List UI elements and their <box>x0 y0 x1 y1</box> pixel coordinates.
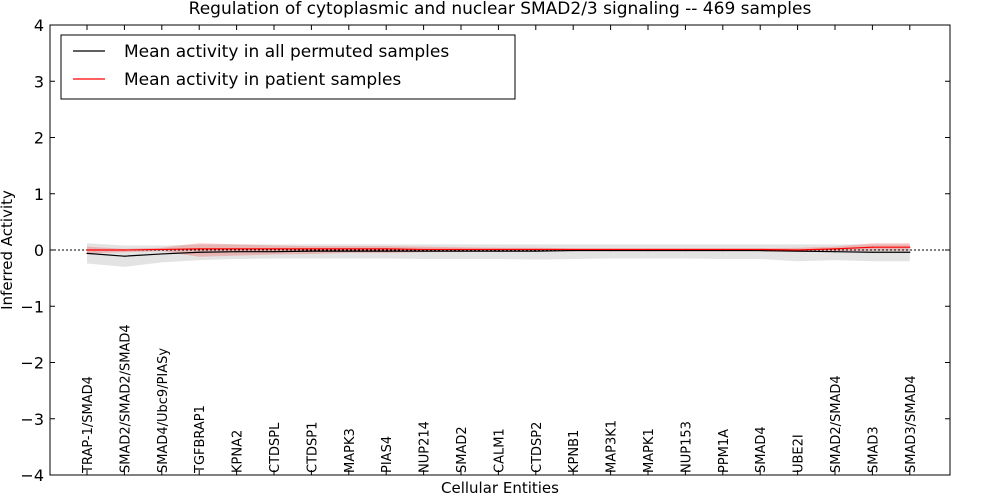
data-point <box>610 248 612 251</box>
x-tick-label: PPM1A <box>717 429 732 473</box>
x-tick-label: SMAD4 <box>754 426 769 473</box>
data-point <box>161 248 163 251</box>
x-tick-label: KPNB1 <box>567 430 582 473</box>
x-tick-label: SMAD2/SMAD4 <box>829 375 844 473</box>
x-tick-label: TRAP-1/SMAD4 <box>81 376 96 474</box>
data-point <box>497 250 499 252</box>
data-point <box>497 248 499 251</box>
data-point <box>385 248 387 250</box>
data-point <box>759 248 761 251</box>
y-axis: 4 3 2 1 0 −1 −2 −3 −4 <box>20 16 950 485</box>
data-point <box>647 249 649 252</box>
y-axis-label: Inferred Activity <box>0 190 16 310</box>
x-axis-label: Cellular Entities <box>441 479 559 497</box>
data-point <box>909 246 911 248</box>
y-tick-label: −4 <box>20 466 44 485</box>
data-point <box>797 250 799 252</box>
data-point <box>871 251 874 253</box>
data-point <box>797 249 799 251</box>
data-point <box>198 251 200 253</box>
data-point <box>759 249 761 252</box>
x-tick-label: TGFBRAP1 <box>193 405 208 474</box>
y-tick-label: 0 <box>34 241 44 260</box>
data-point <box>310 248 312 250</box>
data-point <box>423 248 425 251</box>
data-point <box>722 248 724 251</box>
x-tick-label: MAPK3 <box>343 428 358 473</box>
data-point <box>348 250 350 252</box>
data-point <box>834 251 836 253</box>
x-tick-label: SMAD4/Ubc9/PIASy <box>156 348 171 473</box>
data-point <box>909 251 911 253</box>
x-tick-label: UBE2I <box>792 434 807 473</box>
data-point <box>348 248 350 250</box>
series-lines <box>86 246 911 257</box>
data-point <box>871 246 874 248</box>
data-point <box>572 248 574 251</box>
x-tick-label: SMAD2/SMAD2/SMAD4 <box>118 324 133 473</box>
x-tick-label: MAPK1 <box>642 428 657 473</box>
y-tick-label: 1 <box>34 185 44 204</box>
data-point <box>236 251 238 253</box>
confidence-bands <box>87 243 910 267</box>
data-point <box>123 255 125 257</box>
data-point <box>236 248 238 250</box>
x-tick-label: SMAD3/SMAD4 <box>904 375 919 473</box>
x-tick-label: CTDSPL <box>268 422 283 473</box>
x-tick-label: PIAS4 <box>380 436 395 473</box>
x-tick-label: NUP214 <box>418 421 433 473</box>
data-point <box>684 248 687 251</box>
data-point <box>423 250 425 252</box>
x-tick-label: CTDSP2 <box>530 422 545 473</box>
legend-box <box>60 34 516 100</box>
data-point <box>722 249 724 252</box>
data-point <box>572 249 574 252</box>
data-point <box>684 249 687 252</box>
y-tick-label: 4 <box>34 16 44 35</box>
data-point <box>610 249 612 252</box>
data-point <box>86 249 88 251</box>
x-tick-label: CTDSP1 <box>305 422 320 473</box>
y-tick-label: −2 <box>20 354 44 373</box>
y-tick-label: 2 <box>34 129 44 148</box>
data-point <box>834 248 836 250</box>
x-tick-label: SMAD2 <box>455 426 470 473</box>
data-point <box>123 249 125 251</box>
legend-label-patient: Mean activity in patient samples <box>124 70 401 90</box>
x-tick-label: MAP3K1 <box>605 420 620 473</box>
data-point <box>460 250 462 252</box>
data-point <box>385 250 387 252</box>
data-point <box>273 251 275 253</box>
legend-label-permuted: Mean activity in all permuted samples <box>124 42 449 62</box>
data-point <box>535 248 537 251</box>
y-tick-label: 3 <box>34 72 44 91</box>
data-point <box>535 250 537 252</box>
x-tick-label: CALM1 <box>492 428 507 473</box>
data-point <box>647 248 649 251</box>
y-tick-label: −1 <box>20 297 44 316</box>
data-point <box>310 250 312 252</box>
x-axis: TRAP-1/SMAD4 SMAD2/SMAD2/SMAD4 SMAD4/Ubc9/… <box>81 25 919 475</box>
data-point <box>86 252 88 254</box>
data-point <box>161 253 163 255</box>
x-tick-label: KPNA2 <box>231 430 246 473</box>
data-point <box>460 248 462 251</box>
data-point <box>198 248 200 250</box>
x-tick-label: SMAD3 <box>866 426 881 473</box>
legend: Mean activity in all permuted samples Me… <box>60 34 516 100</box>
y-tick-label: −3 <box>20 410 44 429</box>
chart-title: Regulation of cytoplasmic and nuclear SM… <box>189 0 812 19</box>
data-point <box>273 248 275 250</box>
x-tick-label: NUP153 <box>679 421 694 473</box>
